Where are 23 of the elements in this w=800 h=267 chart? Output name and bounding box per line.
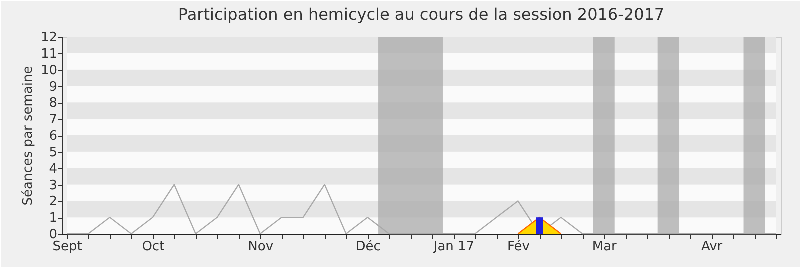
y-tick-label: 1 (49, 211, 58, 226)
y-tick-label: 11 (40, 46, 58, 62)
x-tick-label: Jan 17 (432, 240, 475, 254)
y-axis-title: Séances par semaine (20, 66, 36, 206)
x-tick-label: Nov (248, 240, 274, 254)
y-tick-label: 3 (49, 178, 58, 194)
y-tick-label: 6 (49, 129, 58, 144)
y-tick-label: 10 (40, 63, 58, 78)
chart-title: Participation en hemicycle au cours de la session 2016-2017 (178, 5, 665, 24)
y-tick-label: 12 (40, 30, 58, 46)
x-tick-label: Fév (507, 240, 530, 254)
y-tick-label: 8 (49, 96, 58, 112)
y-tick-label: 4 (49, 162, 58, 177)
x-tick-label: Oct (142, 240, 165, 254)
x-tick-label: Déc (356, 240, 381, 254)
y-tick-label: 2 (49, 194, 58, 210)
y-tick-label: 9 (49, 80, 58, 95)
y-tick-label: 5 (49, 145, 58, 160)
x-tick-label: Mar (592, 240, 618, 254)
x-tick-label: Avr (701, 240, 724, 254)
y-tick-label: 0 (49, 228, 58, 242)
y-tick-label: 7 (49, 112, 58, 128)
x-tick-label: Sept (52, 240, 82, 254)
